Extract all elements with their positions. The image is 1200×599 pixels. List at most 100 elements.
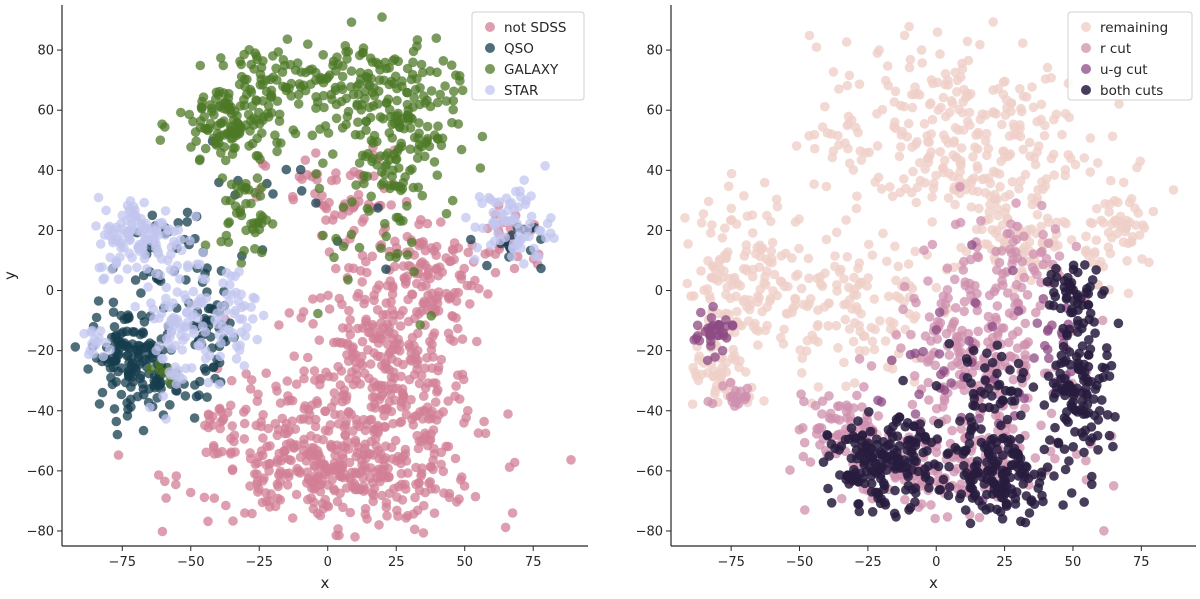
data-point xyxy=(1054,251,1065,261)
data-point xyxy=(952,87,962,97)
data-point xyxy=(244,45,254,55)
data-point xyxy=(321,215,331,225)
data-point xyxy=(203,516,213,527)
data-point xyxy=(906,187,917,198)
data-point xyxy=(377,360,387,371)
data-point xyxy=(473,428,484,438)
data-point xyxy=(344,373,355,384)
data-point xyxy=(335,410,346,420)
data-point xyxy=(244,141,254,151)
data-point xyxy=(852,305,863,315)
data-point xyxy=(740,367,751,377)
data-point xyxy=(382,511,392,521)
data-point xyxy=(826,439,837,449)
data-point xyxy=(975,39,985,50)
data-point xyxy=(318,158,328,168)
data-point xyxy=(907,399,918,410)
data-point xyxy=(842,251,853,262)
data-point xyxy=(419,298,430,309)
data-point xyxy=(115,252,125,262)
data-point xyxy=(366,191,377,202)
data-point xyxy=(288,125,299,135)
data-point xyxy=(1070,427,1080,437)
data-point xyxy=(996,420,1006,431)
data-point xyxy=(374,453,384,464)
data-point xyxy=(1093,445,1103,455)
data-point xyxy=(376,180,387,190)
data-point xyxy=(175,235,186,245)
data-point xyxy=(917,58,927,68)
data-point xyxy=(357,323,368,333)
data-point xyxy=(480,249,491,259)
data-point xyxy=(852,390,862,401)
data-point xyxy=(125,235,135,246)
data-point xyxy=(362,203,373,214)
data-point xyxy=(1033,483,1043,494)
data-point xyxy=(384,79,395,90)
data-point xyxy=(1118,177,1129,188)
data-point xyxy=(753,326,764,336)
data-point xyxy=(864,407,874,417)
x-axis-label: x xyxy=(321,574,330,592)
data-point xyxy=(1014,434,1025,444)
data-point xyxy=(124,205,134,215)
data-point xyxy=(107,235,118,245)
data-point xyxy=(138,328,149,339)
data-point xyxy=(873,411,884,421)
data-point xyxy=(236,258,247,268)
data-point xyxy=(303,39,313,49)
data-point xyxy=(454,494,464,504)
data-point xyxy=(1039,130,1050,141)
data-point xyxy=(1108,441,1118,452)
data-point xyxy=(315,453,326,464)
data-point xyxy=(251,420,261,431)
data-point xyxy=(366,436,377,447)
data-point xyxy=(931,170,941,181)
data-point xyxy=(842,80,853,91)
data-point xyxy=(905,502,916,513)
data-point xyxy=(158,391,168,401)
data-point xyxy=(1039,400,1050,410)
data-point xyxy=(91,221,101,231)
data-point xyxy=(284,471,294,482)
data-point xyxy=(345,315,356,325)
data-point xyxy=(936,369,946,380)
y-tick-label: 60 xyxy=(646,104,663,119)
data-point xyxy=(1074,348,1084,359)
data-point xyxy=(956,424,967,434)
data-point xyxy=(1018,244,1029,254)
data-point xyxy=(365,359,376,369)
data-point xyxy=(396,479,407,490)
data-point xyxy=(299,366,309,376)
x-tick-label: 50 xyxy=(1065,555,1082,570)
data-point xyxy=(1012,253,1023,264)
data-point xyxy=(330,396,340,406)
data-point xyxy=(356,74,366,84)
data-point xyxy=(987,391,997,401)
data-point xyxy=(798,423,808,433)
data-point xyxy=(154,313,164,324)
data-point xyxy=(682,278,693,289)
data-point xyxy=(811,42,822,52)
data-point xyxy=(723,181,734,192)
data-point xyxy=(137,239,148,249)
data-point xyxy=(83,364,93,374)
data-point xyxy=(1002,498,1012,509)
data-point xyxy=(398,359,408,370)
data-point xyxy=(407,414,417,425)
data-point xyxy=(393,511,403,521)
data-point xyxy=(959,296,970,307)
data-point xyxy=(155,270,165,281)
data-point xyxy=(303,475,314,485)
data-point xyxy=(403,468,413,478)
data-point xyxy=(391,212,402,223)
data-point xyxy=(1080,260,1090,270)
data-point xyxy=(401,401,412,411)
data-point xyxy=(896,343,906,353)
data-point xyxy=(968,152,978,162)
data-point xyxy=(1053,437,1064,448)
data-point xyxy=(386,200,397,210)
data-point xyxy=(318,90,329,101)
data-point xyxy=(268,51,278,61)
